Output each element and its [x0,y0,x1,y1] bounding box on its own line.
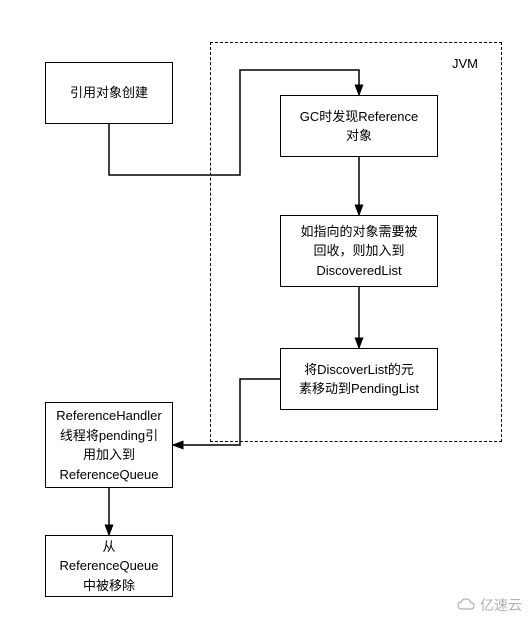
watermark: 亿速云 [456,595,522,615]
node-create: 引用对象创建 [45,62,173,124]
node-discover: 如指向的对象需要被回收，则加入到DiscoveredList [280,215,438,287]
node-create-label: 引用对象创建 [70,83,148,103]
watermark-text: 亿速云 [480,595,522,615]
node-remove: 从ReferenceQueue中被移除 [45,535,173,597]
node-discover-label: 如指向的对象需要被回收，则加入到DiscoveredList [300,222,417,281]
jvm-label: JVM [452,56,478,71]
node-remove-label: 从ReferenceQueue中被移除 [59,537,158,596]
node-handler-label: ReferenceHandler线程将pending引用加入到Reference… [56,406,162,484]
node-gc-label: GC时发现Reference对象 [300,107,418,146]
node-pending-label: 将DiscoverList的元素移动到PendingList [299,360,419,399]
node-handler: ReferenceHandler线程将pending引用加入到Reference… [45,402,173,488]
node-pending: 将DiscoverList的元素移动到PendingList [280,348,438,410]
node-gc: GC时发现Reference对象 [280,95,438,157]
cloud-icon [456,598,476,612]
